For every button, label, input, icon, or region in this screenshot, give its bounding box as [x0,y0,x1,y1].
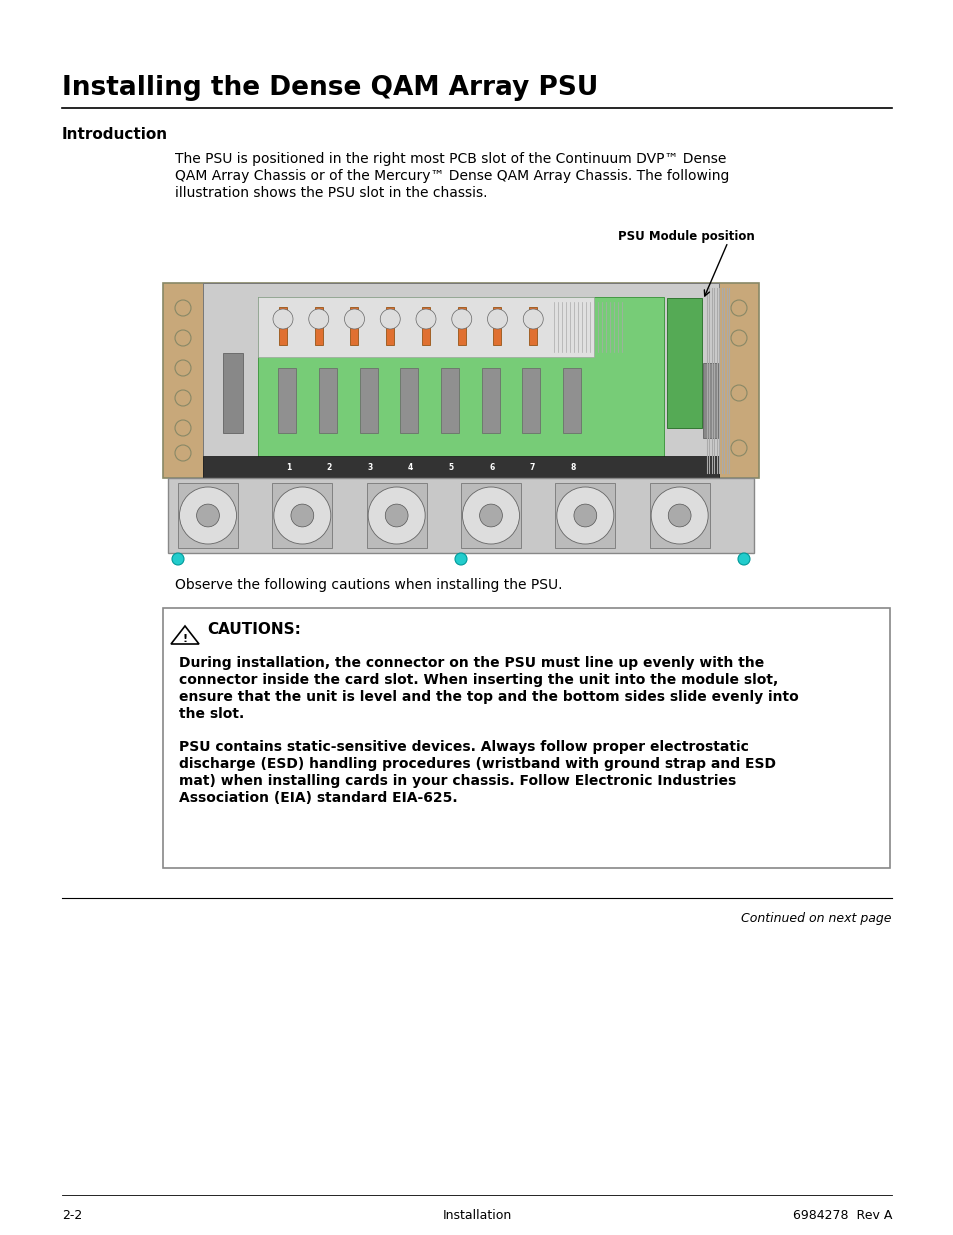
Text: mat) when installing cards in your chassis. Follow Electronic Industries: mat) when installing cards in your chass… [179,774,736,788]
Bar [350,308,358,345]
Bar [203,456,719,478]
Circle shape [479,504,502,527]
Bar [666,298,701,429]
Bar [366,483,426,548]
Circle shape [309,309,329,329]
Text: 3: 3 [367,462,372,472]
Text: Installing the Dense QAM Array PSU: Installing the Dense QAM Array PSU [62,75,598,101]
Polygon shape [171,626,199,643]
Bar [457,308,465,345]
Text: Observe the following cautions when installing the PSU.: Observe the following cautions when inst… [174,578,562,592]
Text: 4: 4 [407,462,413,472]
Circle shape [487,309,507,329]
Bar [168,478,753,553]
Text: 5: 5 [448,462,453,472]
Circle shape [368,487,425,543]
Circle shape [174,330,191,346]
Bar [278,368,296,433]
Text: the slot.: the slot. [179,706,244,721]
Bar [440,368,458,433]
Text: PSU Module position: PSU Module position [618,230,754,243]
Circle shape [274,487,331,543]
Text: illustration shows the PSU slot in the chassis.: illustration shows the PSU slot in the c… [174,186,487,200]
Bar [555,483,615,548]
Circle shape [462,487,519,543]
Circle shape [174,445,191,461]
Circle shape [452,309,471,329]
Bar [400,368,418,433]
Text: QAM Array Chassis or of the Mercury™ Dense QAM Array Chassis. The following: QAM Array Chassis or of the Mercury™ Den… [174,169,729,183]
Text: During installation, the connector on the PSU must line up evenly with the: During installation, the connector on th… [179,656,763,671]
Text: 6984278  Rev A: 6984278 Rev A [792,1209,891,1221]
Text: Installation: Installation [442,1209,511,1221]
Text: connector inside the card slot. When inserting the unit into the module slot,: connector inside the card slot. When ins… [179,673,778,687]
Text: 2-2: 2-2 [62,1209,82,1221]
Bar [314,308,322,345]
Circle shape [196,504,219,527]
Circle shape [416,309,436,329]
Text: CAUTIONS:: CAUTIONS: [207,622,300,637]
Bar [163,283,759,478]
Bar [421,308,430,345]
Bar [522,368,539,433]
Text: 1: 1 [285,462,291,472]
Bar [702,363,718,438]
Circle shape [179,487,236,543]
Bar [203,283,719,478]
Text: Association (EIA) standard EIA-625.: Association (EIA) standard EIA-625. [179,790,457,805]
Text: 8: 8 [570,462,575,472]
Text: 2: 2 [326,462,332,472]
Bar [493,308,501,345]
Bar [257,296,594,357]
Text: discharge (ESD) handling procedures (wristband with ground strap and ESD: discharge (ESD) handling procedures (wri… [179,757,775,771]
Circle shape [667,504,690,527]
Circle shape [385,504,408,527]
Bar [386,308,394,345]
Circle shape [730,330,746,346]
Text: Continued on next page: Continued on next page [740,911,891,925]
Text: 6: 6 [489,462,494,472]
Bar [223,353,243,433]
Circle shape [380,309,400,329]
Text: ensure that the unit is level and the top and the bottom sides slide evenly into: ensure that the unit is level and the to… [179,690,798,704]
Bar [272,483,332,548]
Bar [178,483,237,548]
Bar [257,296,663,474]
Text: 7: 7 [529,462,535,472]
Circle shape [174,420,191,436]
Text: Introduction: Introduction [62,127,168,142]
Circle shape [344,309,364,329]
Text: PSU contains static-sensitive devices. Always follow proper electrostatic: PSU contains static-sensitive devices. A… [179,740,748,755]
Circle shape [574,504,597,527]
Circle shape [557,487,613,543]
Bar [203,283,719,295]
Bar [481,368,499,433]
Bar [649,483,709,548]
Circle shape [522,309,542,329]
Circle shape [738,553,749,564]
Text: The PSU is positioned in the right most PCB slot of the Continuum DVP™ Dense: The PSU is positioned in the right most … [174,152,725,165]
Bar [359,368,377,433]
Circle shape [730,385,746,401]
Circle shape [172,553,184,564]
Circle shape [730,300,746,316]
Bar [318,368,336,433]
Bar [562,368,580,433]
Circle shape [455,553,467,564]
Circle shape [291,504,314,527]
Bar [278,308,287,345]
Circle shape [174,300,191,316]
Circle shape [273,309,293,329]
Circle shape [174,390,191,406]
Bar [529,308,537,345]
Circle shape [730,440,746,456]
Bar [460,483,520,548]
Circle shape [651,487,707,543]
Circle shape [174,359,191,375]
Text: !: ! [182,634,188,643]
Bar [163,608,889,868]
